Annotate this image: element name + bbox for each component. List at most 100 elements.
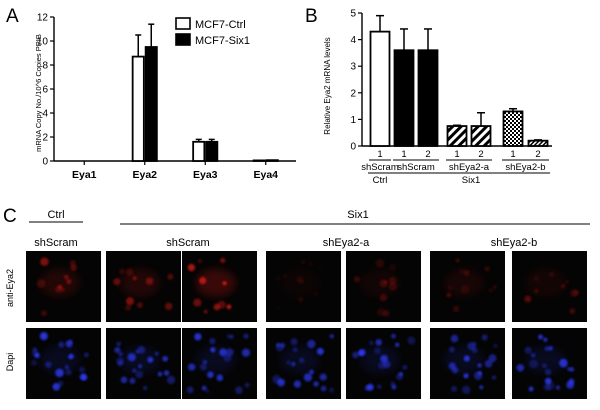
dapi-nucleus	[524, 346, 532, 354]
panel-b-y-tick-label: 0	[350, 142, 356, 153]
dapi-nucleus	[329, 387, 335, 393]
eya2-stained-cell	[36, 279, 46, 288]
eya2-stained-cell	[125, 297, 134, 306]
panel-b-group-label: shEya2-a	[449, 162, 490, 173]
eya2-stained-cell	[484, 266, 490, 272]
dapi-nucleus	[391, 384, 397, 390]
dapi-nucleus	[116, 341, 122, 347]
dapi-nucleus	[210, 347, 216, 353]
panel-b-y-tick-label: 2	[350, 88, 356, 99]
dapi-nucleus	[157, 371, 163, 377]
dapi-nucleus	[45, 361, 52, 368]
eya2-stained-cell	[488, 288, 493, 293]
dapi-nucleus	[543, 337, 548, 342]
dapi-nucleus	[290, 338, 298, 346]
panel-b-y-tick-label: 4	[350, 35, 356, 46]
eya2-stained-cell	[220, 257, 226, 263]
dapi-nucleus	[473, 371, 483, 380]
dapi-nucleus	[477, 363, 482, 368]
panel-c-column-labels: shScram shScram shEya2-a shEya2-b	[34, 237, 537, 249]
eya2-stained-cell	[41, 310, 48, 317]
micrograph-dapi	[346, 328, 421, 399]
eya2-stained-cell	[389, 263, 397, 272]
eya2-stained-cell	[283, 273, 287, 278]
micrograph-glow	[119, 345, 160, 374]
dapi-nucleus	[320, 385, 327, 392]
dapi-nucleus	[57, 380, 64, 387]
panel-c-column-label: shScram	[166, 237, 209, 249]
eya2-stained-cell	[55, 285, 63, 293]
eya2-stained-cell	[569, 308, 576, 314]
micrograph-eya2	[512, 251, 587, 322]
dapi-nucleus	[402, 364, 408, 370]
dapi-nucleus	[209, 337, 216, 345]
panel-a-bar	[144, 46, 158, 162]
dapi-nucleus	[303, 373, 313, 382]
dapi-nucleus	[298, 357, 305, 364]
dapi-nucleus	[138, 364, 142, 369]
panel-a-legend-label: MCF7-Ctrl	[195, 19, 246, 31]
panel-b-clone-label: 1	[401, 149, 406, 160]
dapi-nucleus	[530, 352, 536, 358]
eya2-stained-cell	[66, 279, 72, 285]
eya2-stained-cell	[574, 289, 580, 296]
dapi-nucleus	[135, 370, 144, 379]
micrograph-eya2	[346, 251, 421, 322]
dapi-nucleus	[449, 346, 455, 353]
panel-a-bar	[265, 159, 279, 162]
micrograph-eya2	[430, 251, 505, 322]
panel-b-letter: B	[305, 6, 318, 27]
dapi-nucleus	[374, 347, 381, 355]
panel-b-bar	[369, 30, 391, 147]
eya2-stained-cell	[460, 285, 470, 294]
dapi-nucleus	[275, 343, 284, 352]
panel-a-bar	[192, 140, 206, 162]
dapi-nucleus	[39, 332, 48, 341]
panel-c: C Ctrl Six1 anti-Eya2 Dapi shScram shScra…	[3, 206, 590, 399]
micrograph-dapi	[266, 328, 341, 399]
dapi-nucleus	[544, 368, 552, 376]
dapi-nucleus	[484, 359, 493, 368]
panel-a-legend-swatch	[175, 17, 191, 30]
dapi-nucleus	[391, 333, 396, 339]
dapi-nucleus	[309, 369, 314, 375]
micrograph-eya2	[106, 251, 181, 322]
dapi-nucleus	[358, 348, 366, 356]
dapi-nucleus	[120, 376, 128, 384]
panel-c-micrographs	[26, 251, 587, 399]
eya2-stained-cell	[455, 258, 460, 263]
panel-b-bar	[470, 125, 492, 147]
dapi-nucleus	[377, 384, 382, 389]
micrograph-eya2	[26, 251, 101, 322]
panel-c-row-label-dapi: Dapi	[5, 353, 15, 372]
dapi-nucleus	[225, 348, 234, 357]
panel-b-bar	[393, 49, 415, 147]
dapi-nucleus	[352, 351, 359, 359]
dapi-nucleus	[516, 363, 525, 372]
panel-b-bar	[446, 125, 468, 147]
dapi-nucleus	[132, 368, 137, 373]
panel-b-group-label: shEya2-b	[505, 162, 545, 173]
panel-b-y-axis-label: Relative Eya2 mRNA levels	[323, 37, 332, 134]
eya2-stained-cell	[222, 281, 227, 286]
panel-a-x-tick-label: Eya1	[72, 169, 97, 181]
dapi-nucleus	[83, 352, 89, 358]
panel-a-y-tick-label: 4	[42, 109, 48, 120]
panel-b-clone-label: 2	[425, 149, 430, 160]
dapi-nucleus	[32, 347, 37, 352]
panel-b-group-label: shScram	[361, 162, 399, 173]
eya2-stained-cell	[492, 285, 497, 290]
micrograph-glow	[525, 268, 566, 297]
dapi-nucleus	[201, 385, 207, 391]
panel-b-clone-label: 1	[377, 149, 382, 160]
eya2-stained-cell	[534, 289, 539, 294]
eya2-stained-cell	[275, 276, 281, 281]
panel-a-y-tick-label: 10	[37, 37, 49, 48]
dapi-nucleus	[116, 357, 124, 365]
dapi-nucleus	[566, 380, 575, 389]
eya2-stained-cell	[459, 268, 465, 275]
eya2-stained-cell	[113, 278, 121, 286]
dapi-nucleus	[129, 377, 136, 384]
eya2-stained-cell	[318, 264, 323, 269]
